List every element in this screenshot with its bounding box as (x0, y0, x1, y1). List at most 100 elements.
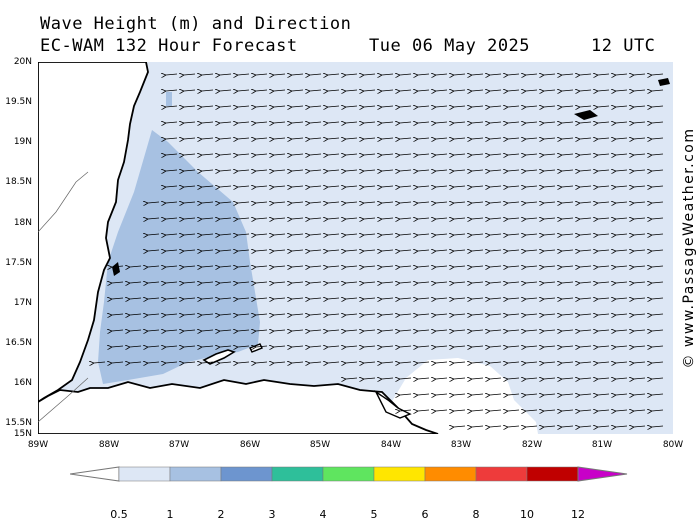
wave-direction-arrow (598, 122, 610, 123)
wave-direction-arrow (256, 298, 268, 299)
wave-direction-arrow (184, 202, 196, 203)
wave-direction-arrow (328, 138, 340, 139)
wave-direction-arrow (202, 106, 214, 107)
wave-direction-arrow (328, 346, 340, 347)
wave-direction-arrow (634, 234, 646, 235)
wave-direction-arrow (256, 314, 268, 315)
wave-direction-arrow (184, 346, 196, 347)
wave-direction-arrow (652, 74, 664, 75)
wave-direction-arrow (364, 218, 376, 219)
wave-direction-arrow (544, 74, 556, 75)
wave-direction-arrow (256, 282, 268, 283)
wave-direction-arrow (580, 266, 592, 267)
wave-direction-arrow (490, 314, 502, 315)
wave-direction-arrow (364, 154, 376, 155)
wave-direction-arrow (166, 266, 178, 267)
wave-direction-arrow (562, 314, 574, 315)
wave-direction-arrow (436, 170, 448, 171)
wave-direction-arrow (652, 426, 664, 427)
wave-direction-arrow (598, 90, 610, 91)
wave-direction-arrow (310, 138, 322, 139)
wave-direction-arrow (274, 138, 286, 139)
wave-direction-arrow (580, 106, 592, 107)
wave-direction-arrow (292, 218, 304, 219)
wave-direction-arrow (490, 234, 502, 235)
wave-direction-arrow (598, 346, 610, 347)
wave-direction-arrow (328, 74, 340, 75)
wave-direction-arrow (544, 218, 556, 219)
colorbar-segment (118, 466, 171, 482)
wave-direction-arrow (292, 202, 304, 203)
wave-direction-arrow (436, 362, 448, 363)
wave-direction-arrow (634, 266, 646, 267)
wave-direction-arrow (454, 154, 466, 155)
wave-direction-arrow (544, 138, 556, 139)
wave-direction-arrow (256, 346, 268, 347)
wave-direction-arrow (616, 314, 628, 315)
wave-direction-arrow (184, 90, 196, 91)
wave-direction-arrow (508, 74, 520, 75)
wave-direction-arrow (130, 330, 142, 331)
colorbar-segment (220, 466, 273, 482)
wave-direction-arrow (328, 106, 340, 107)
wave-direction-arrow (310, 170, 322, 171)
wave-direction-arrow (382, 218, 394, 219)
wave-direction-arrow (238, 202, 250, 203)
wave-direction-arrow (184, 298, 196, 299)
wave-direction-arrow (508, 314, 520, 315)
wave-direction-arrow (382, 314, 394, 315)
lat-label-18n: 18N (13, 218, 32, 228)
wave-direction-arrow (580, 346, 592, 347)
wave-direction-arrow (400, 74, 412, 75)
wave-direction-arrow (472, 362, 484, 363)
wave-direction-arrow (508, 330, 520, 331)
wave-direction-arrow (400, 330, 412, 331)
wave-direction-arrow (652, 378, 664, 379)
wave-direction-arrow (328, 218, 340, 219)
lon-label-80w: 80W (662, 440, 684, 450)
wave-direction-arrow (220, 234, 232, 235)
wave-direction-arrow (238, 346, 250, 347)
wave-direction-arrow (652, 298, 664, 299)
wave-direction-arrow (436, 138, 448, 139)
wave-direction-arrow (382, 170, 394, 171)
wave-direction-arrow (544, 170, 556, 171)
wave-direction-arrow (238, 266, 250, 267)
wave-direction-arrow (220, 106, 232, 107)
wave-direction-arrow (508, 218, 520, 219)
wave-direction-arrow (490, 138, 502, 139)
wave-direction-arrow (454, 362, 466, 363)
wave-direction-arrow (148, 202, 160, 203)
wave-direction-arrow (346, 170, 358, 171)
wave-direction-arrow (490, 218, 502, 219)
wave-direction-arrow (220, 122, 232, 123)
wave-direction-arrow (112, 346, 124, 347)
wave-direction-arrow (274, 106, 286, 107)
wave-direction-arrow (166, 202, 178, 203)
wave-direction-arrow (202, 138, 214, 139)
wave-direction-arrow (364, 74, 376, 75)
wave-direction-arrow (292, 138, 304, 139)
wave-direction-arrow (598, 330, 610, 331)
wave-direction-arrow (202, 122, 214, 123)
wave-direction-arrow (274, 330, 286, 331)
wave-direction-arrow (202, 362, 214, 363)
wave-direction-arrow (472, 330, 484, 331)
wave-direction-arrow (310, 346, 322, 347)
wave-direction-arrow (328, 330, 340, 331)
wave-direction-arrow (508, 362, 520, 363)
wave-direction-arrow (436, 122, 448, 123)
wave-direction-arrow (256, 90, 268, 91)
wave-direction-arrow (526, 346, 538, 347)
wave-direction-arrow (292, 74, 304, 75)
wave-direction-arrow (562, 250, 574, 251)
wave-direction-arrow (526, 250, 538, 251)
wave-direction-arrow (220, 138, 232, 139)
wave-direction-arrow (346, 250, 358, 251)
wave-direction-arrow (562, 426, 574, 427)
wave-direction-arrow (598, 74, 610, 75)
wave-direction-arrow (580, 282, 592, 283)
wave-direction-arrow (472, 346, 484, 347)
wave-direction-arrow (472, 250, 484, 251)
wave-direction-arrow (382, 154, 394, 155)
